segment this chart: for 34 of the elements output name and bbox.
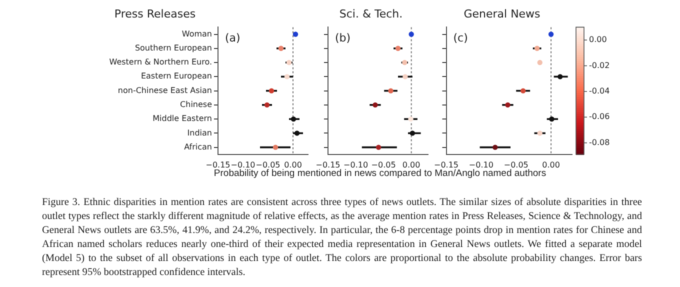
color-bar-label: -0.08 <box>589 138 610 147</box>
x-axis-title: Probability of being mentioned in news compared to Man/Anglo named authors <box>212 168 548 179</box>
color-bar-label: -0.06 <box>589 112 610 122</box>
y-tick-label: Woman <box>182 29 212 38</box>
x-tick-label: −0.05 <box>256 160 280 170</box>
y-tick-label: Western & Northern Euro. <box>109 58 212 67</box>
chart-title: Sci. & Tech. <box>339 7 403 20</box>
annotation: (c) <box>453 32 468 45</box>
x-tick-label: −0.10 <box>230 160 256 170</box>
y-tick-label: Eastern European <box>140 72 212 81</box>
color-bar-label: 0.00 <box>589 35 607 44</box>
x-tick-label: −0.05 <box>504 160 528 170</box>
x-tick-label: 0.00 <box>402 160 420 170</box>
chart-title: General News <box>464 7 541 20</box>
x-tick-label: −0.05 <box>371 160 396 170</box>
x-tick-label: −0.10 <box>468 160 494 170</box>
y-tick-label: non-Chinese East Asian <box>118 86 212 95</box>
annotation: (b) <box>335 32 351 45</box>
x-tick-label: −0.15 <box>434 160 459 170</box>
color-bar-label: -0.02 <box>589 60 610 70</box>
color-bar-label: -0.04 <box>589 86 610 96</box>
chart-title: Press Releases <box>114 7 196 20</box>
x-tick-label: 0.00 <box>284 160 302 170</box>
x-tick-label: −0.15 <box>206 160 230 170</box>
y-tick-label: Chinese <box>180 100 212 110</box>
annotation: (a) <box>225 32 240 45</box>
caption: Figure 3. Ethnic disparities in mention rates are consistent across three types of news outlets. The similar sizes of absolute disparities in three outlet types reflect the starkly different magnitude of relative effects, as the average mention rates in Press Releases, Science & Technology, and General News outlets are 63.5%, 41.9%, and 24.2%, respectively. In particular, the 6-8 percentage points drop in mention rates for Chinese and African named scholars reduces nearly one-third of their expected media representation in General News outlets. We fitted a separate model (Model 5) to the subset of all observations in each type of outlet. The colors are proportional to the absolute probability changes. Error bars represent 95% bootstrapped confidence intervals. <box>42 196 642 280</box>
y-tick-label: Southern European <box>134 43 212 52</box>
y-tick-label: Indian <box>187 128 212 138</box>
y-tick-label: African <box>184 142 212 152</box>
y-tick-label: Middle Eastern <box>152 114 212 124</box>
x-tick-label: 0.00 <box>542 160 560 170</box>
x-tick-label: −0.15 <box>316 160 340 170</box>
x-tick-label: −0.10 <box>344 160 368 170</box>
